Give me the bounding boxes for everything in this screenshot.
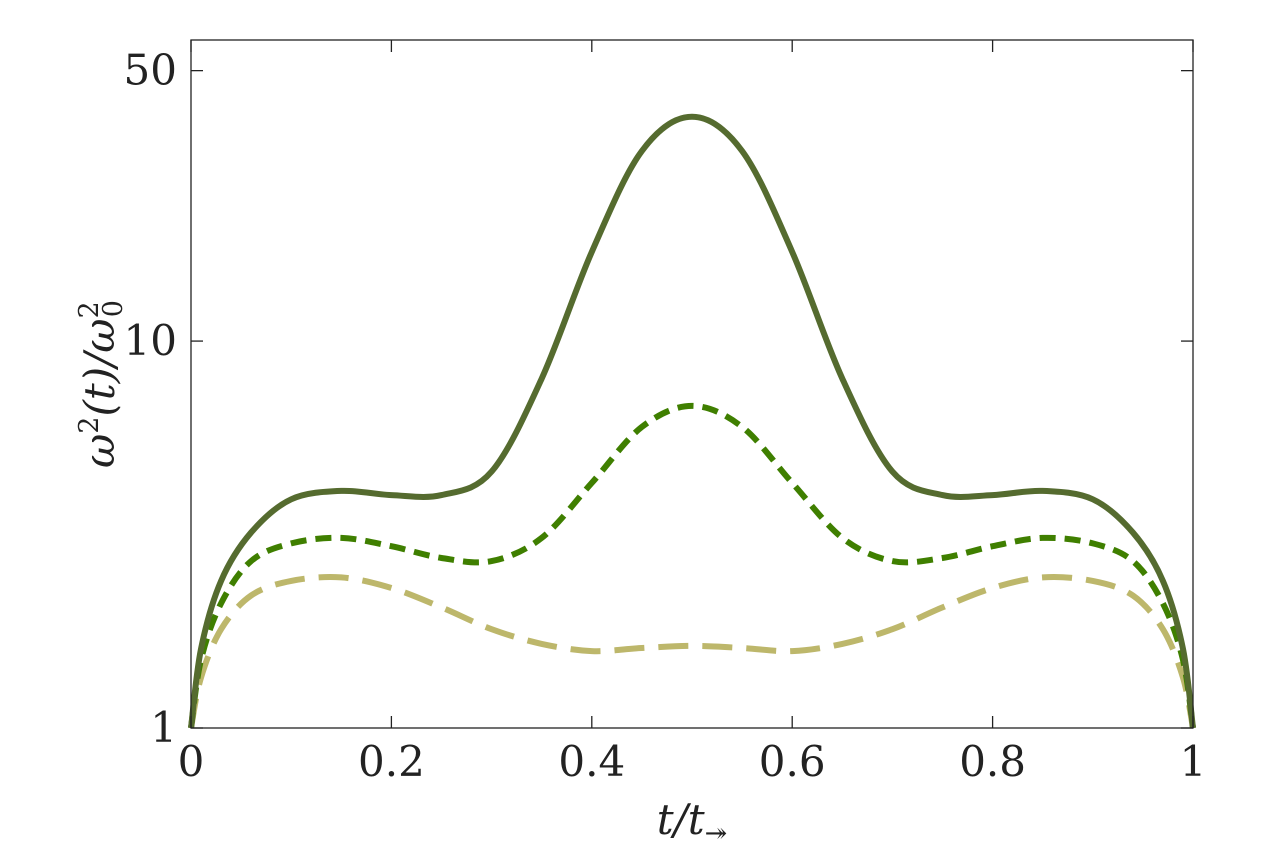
y-tick-label: 50 — [124, 46, 177, 95]
series-line-1 — [188, 113, 1196, 729]
plot-frame — [190, 39, 1194, 729]
x-tick-label: 0.6 — [759, 737, 826, 786]
series-layer — [188, 113, 1196, 729]
y-axis-label: ω2(t)/ω20 — [74, 300, 129, 468]
x-tick-label: 0.4 — [558, 737, 625, 786]
x-tick-label: 1 — [1180, 737, 1207, 786]
x-tick-label: 0 — [178, 737, 205, 786]
y-tick-label: 10 — [124, 316, 177, 365]
y-tick-label: 1 — [150, 703, 177, 752]
x-tick-label: 0.8 — [959, 737, 1026, 786]
tick-layer: 0 0.2 0.4 0.6 0.8 1 1 10 50 — [124, 40, 1207, 786]
x-tick-label: 0.2 — [358, 737, 425, 786]
series-line-2 — [188, 402, 1196, 729]
series-line-3 — [188, 574, 1196, 729]
x-axis-label: t/t↠ — [657, 795, 728, 849]
